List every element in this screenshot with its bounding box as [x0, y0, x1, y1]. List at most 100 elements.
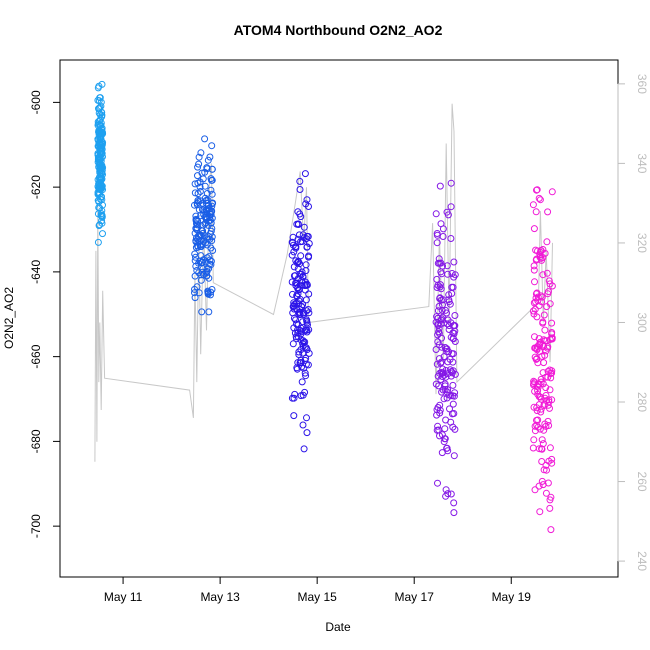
data-point	[531, 353, 539, 361]
data-point	[196, 188, 204, 195]
y-right-tick-label: 280	[635, 392, 649, 412]
data-point	[97, 169, 105, 177]
data-point	[207, 175, 215, 183]
data-point	[197, 149, 205, 157]
scatter-points	[94, 80, 556, 534]
data-point	[438, 315, 446, 323]
point-cluster-2	[191, 135, 217, 316]
data-point	[434, 307, 442, 315]
data-point	[441, 382, 449, 390]
data-point	[535, 302, 543, 310]
data-point	[300, 339, 308, 346]
data-point	[446, 405, 453, 413]
data-point	[208, 190, 216, 198]
data-point	[537, 254, 545, 262]
data-point	[302, 261, 310, 269]
data-point	[529, 201, 537, 209]
data-point	[541, 326, 549, 334]
data-point	[450, 273, 458, 281]
data-point	[299, 231, 307, 239]
y-right-tick-label: 300	[635, 312, 649, 332]
data-point	[303, 326, 311, 334]
data-point	[193, 283, 201, 291]
data-point	[199, 270, 207, 278]
data-point	[540, 466, 548, 474]
data-point	[541, 351, 549, 359]
data-point	[433, 426, 441, 434]
data-point	[300, 445, 308, 453]
data-point	[193, 267, 201, 274]
data-point	[305, 253, 312, 261]
data-point	[538, 436, 546, 444]
data-point	[533, 407, 541, 415]
data-point	[548, 369, 556, 377]
data-point	[441, 435, 449, 443]
data-point	[296, 186, 304, 193]
data-point	[540, 402, 548, 410]
data-point	[437, 268, 445, 276]
data-point	[450, 452, 458, 460]
data-point	[97, 98, 105, 106]
data-point	[446, 355, 454, 363]
y-left-tick-label: -700	[29, 514, 43, 538]
data-point	[289, 309, 297, 317]
data-point	[295, 231, 303, 239]
data-point	[95, 82, 103, 90]
data-point	[96, 111, 104, 119]
grey-line-series	[94, 103, 553, 462]
data-point	[196, 238, 203, 246]
data-point	[540, 359, 548, 367]
data-point	[296, 305, 304, 313]
data-point	[301, 170, 309, 178]
data-point	[205, 274, 213, 282]
y-right-tick-label: 260	[635, 472, 649, 492]
data-point	[299, 421, 307, 429]
data-point	[533, 404, 541, 412]
data-point	[192, 253, 199, 261]
data-point	[209, 247, 217, 254]
data-point	[95, 97, 103, 105]
data-point	[305, 240, 313, 247]
x-tick-label: May 17	[395, 590, 435, 604]
data-point	[301, 388, 309, 396]
data-point	[433, 230, 441, 237]
data-point	[303, 196, 311, 204]
data-point	[548, 282, 556, 290]
data-point	[538, 445, 545, 453]
data-point	[534, 416, 542, 424]
data-point	[451, 425, 459, 433]
data-point	[447, 490, 455, 498]
data-point	[288, 238, 296, 246]
data-point	[447, 333, 455, 341]
data-point	[434, 422, 442, 430]
data-point	[303, 346, 311, 354]
data-point	[530, 262, 538, 270]
data-point	[192, 212, 200, 220]
data-point	[300, 311, 308, 319]
data-point	[296, 210, 304, 218]
data-point	[440, 353, 448, 361]
data-point	[450, 509, 458, 517]
data-point	[439, 233, 447, 240]
data-point	[530, 436, 538, 444]
data-point	[449, 400, 457, 408]
data-point	[444, 270, 452, 278]
data-point	[542, 384, 550, 392]
chart-title: ATOM4 Northbound O2N2_AO2	[234, 22, 443, 38]
data-point	[531, 333, 538, 341]
data-point	[543, 269, 551, 277]
data-point	[303, 414, 310, 422]
data-point	[191, 289, 198, 297]
data-point	[290, 394, 298, 402]
data-point	[533, 255, 541, 263]
data-point	[201, 220, 209, 228]
y-left-tick-label: -640	[29, 260, 43, 284]
data-point	[206, 256, 214, 264]
data-point	[529, 444, 537, 452]
data-point	[434, 331, 442, 339]
data-point	[435, 382, 443, 390]
grey-line	[94, 103, 553, 462]
data-point	[296, 310, 304, 318]
data-point	[191, 189, 199, 197]
